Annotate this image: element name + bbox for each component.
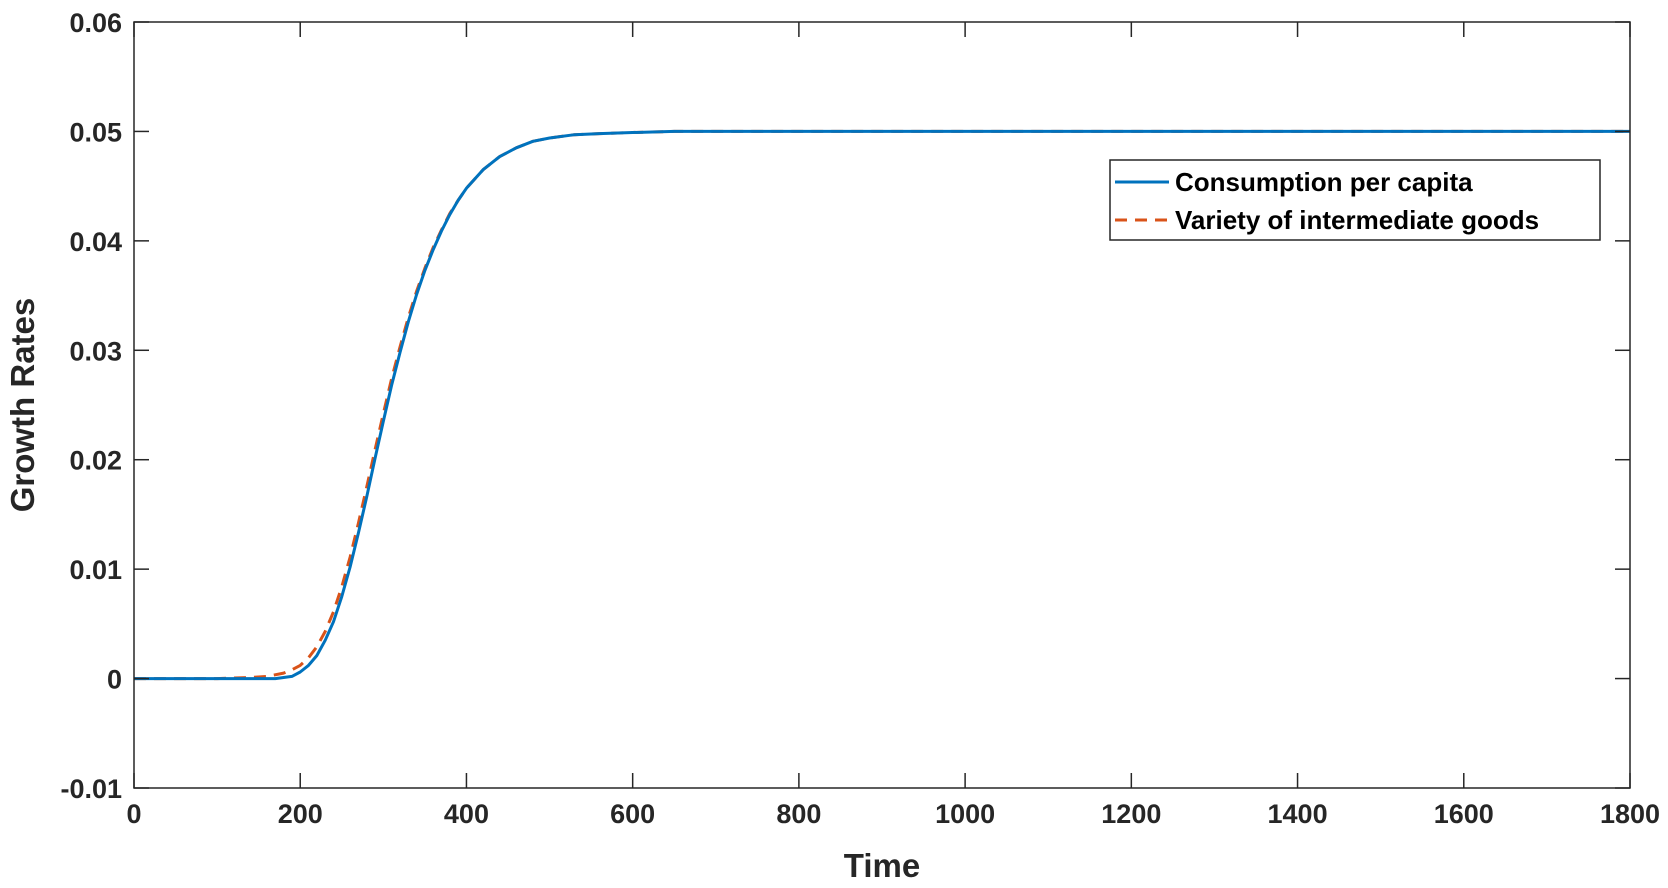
x-tick-label: 200 [278, 799, 323, 829]
x-tick-label: 1400 [1268, 799, 1328, 829]
series-line-consumption [134, 129, 1630, 681]
y-tick-label: 0.02 [69, 446, 122, 476]
legend-box [1109, 159, 1601, 241]
x-tick-label: 1200 [1101, 799, 1161, 829]
y-tick-label: 0.03 [69, 336, 122, 366]
y-tick-label: 0 [107, 665, 122, 695]
y-tick-label: 0.04 [69, 227, 122, 257]
x-tick-labels: 0 200 400 600 800 1000 1200 1400 1600 1800 [126, 799, 1660, 829]
x-tick-label: 1000 [935, 799, 995, 829]
x-tick-label: 1800 [1600, 799, 1660, 829]
y-tick-label: 0.01 [69, 555, 122, 585]
x-tick-label: 600 [610, 799, 655, 829]
plot-background [134, 22, 1630, 788]
plot-frame [133, 21, 1631, 789]
x-tick-label: 1600 [1434, 799, 1494, 829]
y-tick-label: 0.05 [69, 117, 122, 147]
legend-label-consumption: Consumption per capita [1175, 167, 1473, 197]
ticks-layer [133, 21, 1631, 789]
x-axis-title: Time [844, 847, 920, 884]
legend-label-variety: Variety of intermediate goods [1175, 205, 1539, 235]
y-tick-labels: -0.01 0 0.01 0.02 0.03 0.04 0.05 0.06 [60, 8, 122, 804]
y-tick-label: 0.06 [69, 8, 122, 38]
legend: Consumption per capita Variety of interm… [1109, 159, 1601, 241]
x-tick-label: 800 [776, 799, 821, 829]
x-tick-label: 400 [444, 799, 489, 829]
y-axis-title: Growth Rates [4, 298, 41, 513]
x-tick-label: 0 [126, 799, 141, 829]
y-tick-label: -0.01 [60, 774, 122, 804]
series-layer [134, 129, 1630, 681]
